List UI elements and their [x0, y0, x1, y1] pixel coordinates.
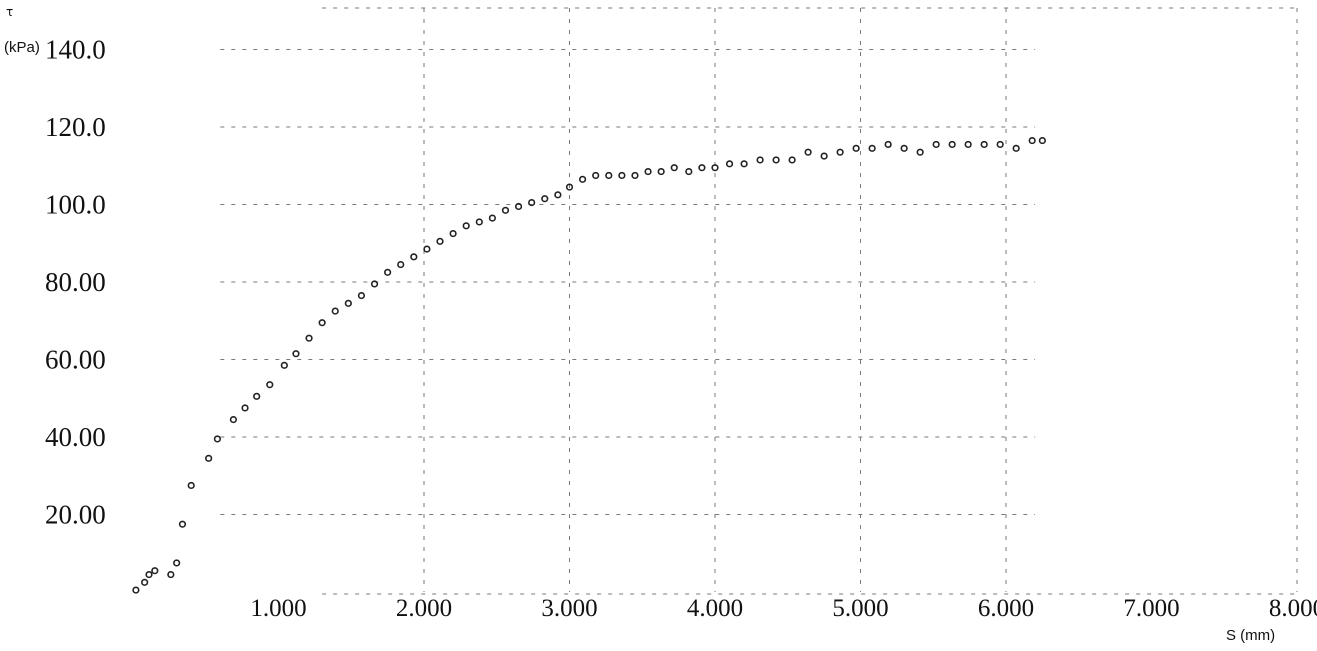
data-point	[1038, 136, 1046, 145]
x-tick-label: 2.000	[396, 595, 452, 622]
data-point	[266, 381, 274, 389]
data-point	[141, 578, 149, 586]
data-point	[318, 319, 326, 327]
data-point	[213, 435, 221, 443]
data-points	[132, 136, 1046, 594]
data-point	[436, 237, 444, 245]
data-point	[711, 164, 719, 172]
data-point	[554, 191, 562, 199]
data-point	[205, 454, 213, 462]
data-point	[631, 171, 639, 180]
data-point	[618, 171, 626, 180]
data-point	[132, 586, 140, 594]
data-point	[788, 156, 796, 164]
data-point	[384, 268, 392, 276]
data-point	[488, 214, 496, 222]
data-point	[280, 361, 288, 369]
data-point	[187, 481, 195, 490]
y-tick-label: 20.00	[45, 500, 106, 530]
y-tick-label: 40.00	[45, 422, 106, 452]
x-tick-labels: 1.000 2.000 3.000 4.000 5.000 6.000 7.000 8.000	[250, 595, 1317, 622]
data-point	[916, 148, 924, 156]
y-tick-label: 140.0	[45, 35, 106, 65]
data-point	[884, 140, 892, 149]
data-point	[657, 167, 665, 176]
x-tick-label: 6.000	[978, 595, 1034, 622]
y-axis-symbol: τ	[6, 5, 13, 19]
data-point	[932, 140, 940, 149]
data-point	[836, 148, 844, 156]
data-point	[145, 570, 153, 579]
y-tick-label: 120.0	[45, 112, 106, 142]
data-point	[528, 198, 536, 207]
data-point	[578, 175, 587, 183]
data-point	[370, 280, 379, 288]
x-tick-label: 8.000	[1269, 595, 1317, 622]
data-point	[397, 260, 405, 269]
data-point	[980, 140, 988, 149]
data-point	[948, 140, 956, 149]
data-point	[804, 148, 812, 156]
y-tick-label: 60.00	[45, 345, 106, 375]
data-point	[462, 222, 470, 230]
data-point	[178, 520, 187, 528]
data-point	[292, 350, 300, 358]
data-point	[670, 164, 678, 172]
data-point	[475, 218, 483, 226]
data-point	[592, 171, 600, 180]
data-point	[344, 299, 352, 307]
data-point	[740, 160, 748, 168]
data-point	[423, 245, 431, 253]
data-point	[501, 206, 510, 214]
data-point	[541, 195, 549, 203]
data-point	[685, 167, 693, 176]
data-point	[151, 567, 159, 575]
x-tick-label: 3.000	[541, 595, 597, 622]
data-point	[725, 160, 734, 168]
y-tick-label: 80.00	[45, 267, 106, 297]
x-tick-label: 7.000	[1123, 595, 1179, 622]
data-point	[229, 415, 237, 424]
data-point	[1028, 136, 1036, 145]
gridlines	[220, 7, 1298, 595]
data-point	[698, 164, 706, 172]
data-point	[449, 229, 457, 238]
data-point	[565, 183, 574, 191]
y-tick-label: 100.0	[45, 190, 106, 220]
data-point	[253, 392, 261, 400]
data-point	[357, 291, 366, 300]
data-point	[410, 253, 418, 261]
x-tick-label: 5.000	[832, 595, 888, 622]
x-tick-label: 1.000	[250, 595, 306, 622]
data-point	[331, 307, 339, 315]
y-axis-unit: (kPa)	[4, 39, 40, 56]
data-point	[772, 156, 780, 164]
x-tick-label: 4.000	[687, 595, 743, 622]
data-point	[173, 559, 181, 567]
data-point	[1012, 144, 1020, 152]
data-point	[605, 171, 613, 180]
data-point	[305, 334, 313, 342]
data-point	[756, 156, 764, 164]
data-point	[644, 167, 652, 176]
x-axis-label: S (mm)	[1226, 627, 1275, 644]
data-point	[964, 140, 972, 149]
data-point	[868, 144, 876, 152]
data-point	[900, 144, 908, 152]
data-point	[820, 152, 828, 160]
data-point	[241, 404, 249, 412]
data-point	[996, 140, 1004, 149]
data-point	[852, 144, 860, 152]
data-point	[167, 570, 175, 579]
data-point	[514, 202, 523, 211]
y-tick-labels: 20.00 40.00 60.00 80.00 100.0 120.0 140.0	[45, 35, 106, 530]
